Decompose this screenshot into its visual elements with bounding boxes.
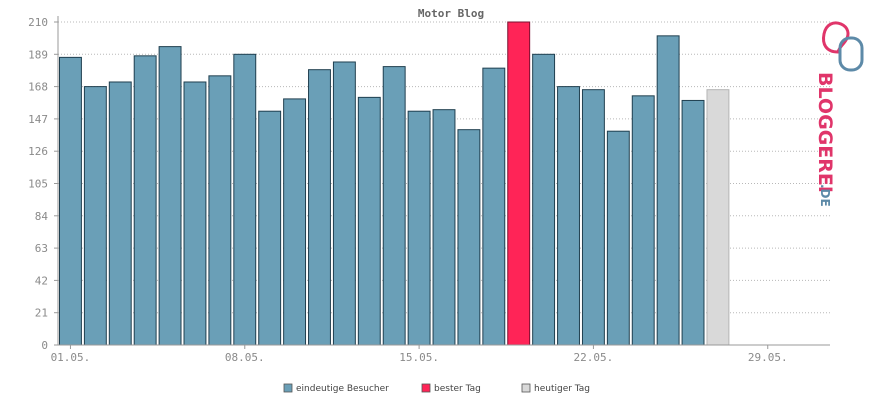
bar bbox=[258, 110, 282, 346]
bar bbox=[557, 86, 580, 346]
axes: 0 21 42 63 84 105 126 147 168 189 210 01.05. 08.05. 1… bbox=[28, 16, 830, 364]
y-tick-label: 210 bbox=[28, 16, 48, 29]
logo-icon bbox=[822, 21, 850, 54]
bar-best-day bbox=[507, 21, 531, 346]
bar bbox=[83, 86, 107, 346]
y-tick-label: 126 bbox=[28, 145, 48, 158]
bar bbox=[108, 81, 132, 346]
x-tick-label: 29.05. bbox=[748, 351, 788, 364]
logo-icon-shape bbox=[838, 36, 864, 72]
x-tick-label: 01.05. bbox=[51, 351, 91, 364]
legend: eindeutige Besucher bester Tag heutiger Ta… bbox=[283, 383, 590, 394]
bar bbox=[357, 96, 381, 346]
x-tick-label: 15.05. bbox=[399, 351, 439, 364]
logo-wordmark: BLOGGEREI bbox=[814, 72, 836, 193]
bar bbox=[133, 55, 157, 346]
y-tick-label: 63 bbox=[35, 242, 48, 255]
legend-label: heutiger Tag bbox=[534, 384, 590, 394]
y-tick-label: 168 bbox=[28, 81, 48, 94]
bar bbox=[681, 99, 705, 346]
bar bbox=[59, 56, 82, 346]
legend-label: bester Tag bbox=[434, 384, 481, 394]
legend-label: eindeutige Besucher bbox=[296, 384, 389, 394]
bar bbox=[308, 69, 331, 346]
bar bbox=[532, 53, 556, 346]
bar bbox=[432, 109, 456, 346]
bar bbox=[457, 129, 481, 346]
bars bbox=[59, 21, 730, 346]
bar bbox=[208, 75, 232, 346]
bar-today bbox=[706, 89, 730, 346]
y-tick-label: 189 bbox=[28, 48, 48, 61]
legend-swatch bbox=[421, 383, 431, 393]
bar bbox=[382, 66, 406, 346]
bloggerei-logo: BLOGGEREI.DE bbox=[814, 21, 864, 207]
bar bbox=[158, 46, 182, 346]
y-tick-label: 84 bbox=[35, 210, 49, 223]
bar bbox=[283, 98, 307, 346]
chart-title: Motor Blog bbox=[418, 7, 484, 20]
legend-swatch bbox=[283, 383, 293, 393]
y-tick-label: 21 bbox=[35, 307, 48, 320]
y-tick-label: 0 bbox=[41, 339, 48, 352]
bar bbox=[407, 110, 431, 346]
y-tick-label: 105 bbox=[28, 178, 48, 191]
y-tick-label: 147 bbox=[28, 113, 48, 126]
legend-swatch bbox=[521, 383, 531, 393]
bar bbox=[631, 95, 655, 346]
bar bbox=[656, 35, 680, 346]
bar bbox=[581, 89, 605, 346]
bar bbox=[482, 67, 506, 346]
bar bbox=[183, 81, 207, 346]
x-tick-label: 08.05. bbox=[225, 351, 265, 364]
y-tick-label: 42 bbox=[35, 274, 48, 287]
bar bbox=[332, 61, 356, 346]
bar bbox=[233, 53, 257, 346]
logo-suffix: .DE bbox=[818, 184, 832, 207]
x-tick-label: 22.05. bbox=[574, 351, 614, 364]
bar bbox=[606, 130, 630, 346]
